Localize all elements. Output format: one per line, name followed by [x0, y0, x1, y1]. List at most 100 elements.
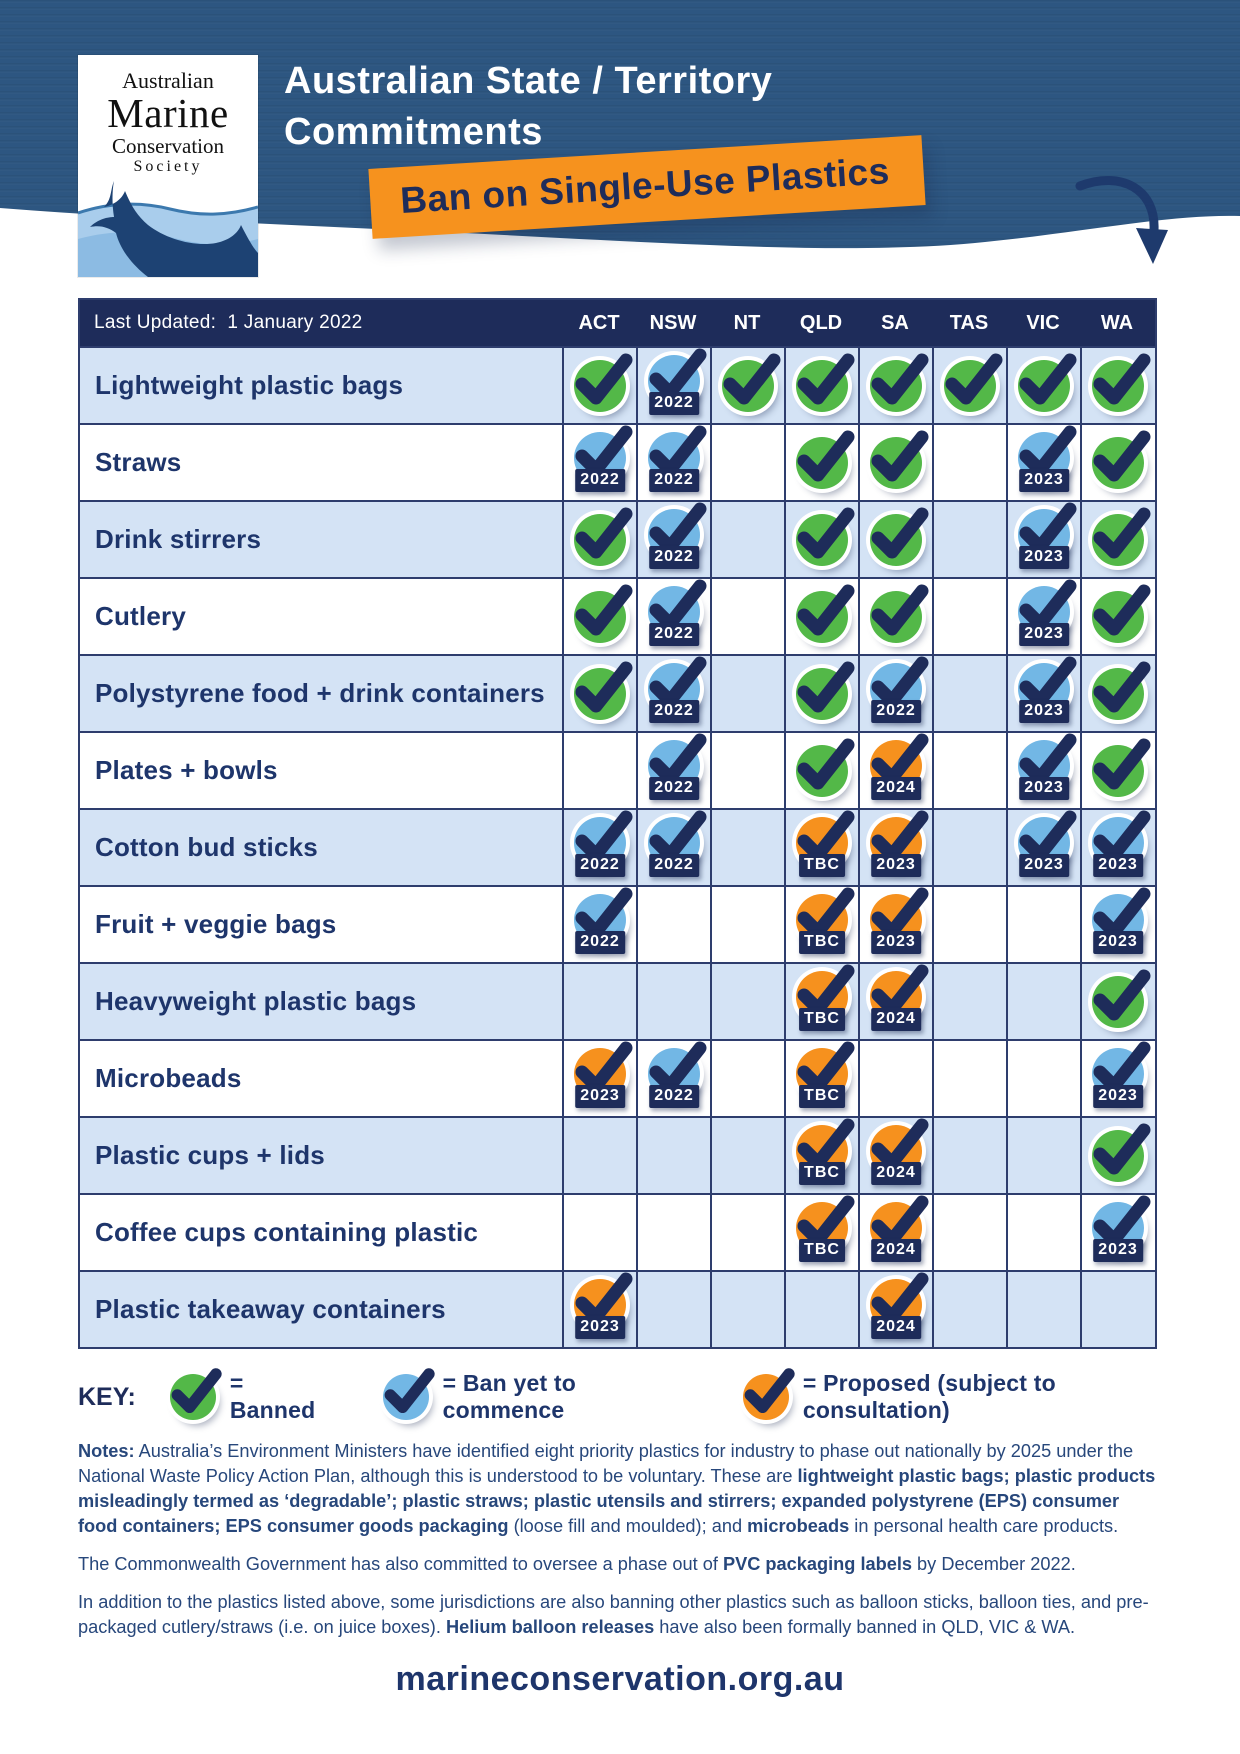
- year-badge: 2023: [575, 1316, 625, 1339]
- note-paragraph: The Commonwealth Government has also com…: [78, 1552, 1158, 1577]
- check-icon: [797, 584, 855, 636]
- note-text-bold: Helium balloon releases: [445, 1616, 655, 1637]
- column-header-sa: SA: [881, 311, 909, 334]
- note-text: by December 2022.: [912, 1553, 1076, 1574]
- table-cell-tas: [932, 964, 1006, 1039]
- table-cell-wa: 2023: [1080, 887, 1154, 962]
- table-cell-nsw: [636, 1118, 710, 1193]
- table-cell-wa: 2023: [1080, 810, 1154, 885]
- year-badge: 2023: [575, 1085, 625, 1108]
- footer-url: marineconservation.org.au: [395, 1659, 845, 1698]
- row-label: Coffee cups containing plastic: [95, 1217, 479, 1247]
- check-icon: [744, 1368, 795, 1414]
- check-icon: [1093, 969, 1151, 1021]
- key-item-banned: = Banned: [169, 1368, 327, 1424]
- table-cell-vic: 2023: [1006, 656, 1080, 731]
- status-icon-banned: [796, 584, 855, 643]
- table-cell-vic: [1006, 1272, 1080, 1347]
- table-row: Straws 2022 2022 2023: [80, 423, 1155, 500]
- table-cell-act: 2022: [562, 887, 636, 962]
- status-icon-banned: [169, 1368, 222, 1420]
- table-row: Cutlery 2022 2023: [80, 577, 1155, 654]
- column-header-nt: NT: [733, 311, 761, 334]
- table-cell-vic: [1006, 348, 1080, 423]
- year-badge: 2023: [1019, 854, 1069, 877]
- status-icon-pending: 2023: [1092, 810, 1151, 877]
- status-icon-pending: 2022: [870, 656, 929, 723]
- table-cell-wa: [1080, 733, 1154, 808]
- table-cell-sa: 2023: [858, 887, 932, 962]
- table-cell-tas: [932, 810, 1006, 885]
- year-badge: 2022: [649, 1085, 699, 1108]
- table-cell-act: [562, 348, 636, 423]
- table-row: Microbeads 2023 2022 TBC 2023: [80, 1039, 1155, 1116]
- table-cell-qld: TBC: [784, 887, 858, 962]
- table-cell-nsw: 2022: [636, 502, 710, 577]
- table-cell-qld: [784, 733, 858, 808]
- status-icon-banned: [1092, 584, 1151, 643]
- table-cell-act: [562, 656, 636, 731]
- year-badge: 2022: [649, 546, 699, 569]
- table-cell-wa: [1080, 348, 1154, 423]
- status-icon-proposed: TBC: [796, 1041, 855, 1108]
- table-cell-nt: [710, 1272, 784, 1347]
- year-badge: 2023: [1019, 623, 1069, 646]
- table-cell-act: 2022: [562, 810, 636, 885]
- table-cell-qld: [784, 1272, 858, 1347]
- status-icon-proposed: TBC: [796, 1195, 855, 1262]
- status-icon-pending: 2022: [648, 733, 707, 800]
- table-row: Plastic takeaway containers 2023 2024: [80, 1270, 1155, 1347]
- table-row: Plastic cups + lids TBC 2024: [80, 1116, 1155, 1193]
- table-cell-act: [562, 1195, 636, 1270]
- year-badge: TBC: [799, 854, 845, 877]
- status-icon-pending: 2023: [1092, 1041, 1151, 1108]
- table-cell-vic: 2023: [1006, 425, 1080, 500]
- table-cell-nt: [710, 502, 784, 577]
- logo-line-society: Society: [133, 158, 203, 176]
- table-cell-wa: 2023: [1080, 1041, 1154, 1116]
- column-header-wa: WA: [1100, 311, 1134, 334]
- table-cell-tas: [932, 887, 1006, 962]
- key-item-label: = Proposed (subject to consultation): [802, 1370, 1056, 1423]
- table-cell-qld: [784, 656, 858, 731]
- status-icon-proposed: 2024: [870, 1272, 929, 1339]
- year-badge: 2024: [871, 777, 921, 800]
- status-icon-pending: 2022: [648, 1041, 707, 1108]
- table-cell-qld: TBC: [784, 810, 858, 885]
- table-cell-nt: [710, 348, 784, 423]
- table-cell-act: [562, 1118, 636, 1193]
- table-cell-sa: 2024: [858, 733, 932, 808]
- row-label: Straws: [95, 447, 182, 477]
- table-cell-qld: TBC: [784, 1118, 858, 1193]
- year-badge: 2022: [575, 469, 625, 492]
- amcs-logo-text: Australian Marine Conservation Society: [78, 55, 258, 176]
- status-icon-banned: [1092, 661, 1151, 720]
- table-cell-tas: [932, 425, 1006, 500]
- check-icon: [871, 353, 929, 405]
- table-cell-nsw: 2022: [636, 348, 710, 423]
- status-icon-banned: [1092, 1123, 1151, 1182]
- table-cell-qld: [784, 425, 858, 500]
- table-cell-tas: [932, 733, 1006, 808]
- column-header-act: ACT: [578, 311, 620, 334]
- check-icon: [575, 353, 633, 405]
- check-icon: [575, 507, 633, 559]
- table-cell-vic: 2023: [1006, 733, 1080, 808]
- status-icon-banned: [574, 661, 633, 720]
- row-label: Plates + bowls: [95, 755, 278, 785]
- table-row: Plates + bowls 2022 2024 2023: [80, 731, 1155, 808]
- whale-icon: [78, 177, 258, 277]
- status-icon-proposed: 2023: [870, 887, 929, 954]
- year-badge: 2022: [649, 854, 699, 877]
- year-badge: 2023: [1093, 854, 1143, 877]
- status-icon-banned: [870, 430, 929, 489]
- status-icon-pending: 2022: [648, 656, 707, 723]
- table-cell-tas: [932, 579, 1006, 654]
- status-icon-pending: 2023: [1018, 733, 1077, 800]
- table-cell-wa: [1080, 502, 1154, 577]
- status-icon-banned: [796, 661, 855, 720]
- table-header-row: Last Updated: 1 January 2022 ACT NSW NT QLD…: [80, 300, 1155, 346]
- year-badge: 2022: [575, 854, 625, 877]
- status-icon-banned: [944, 353, 1003, 412]
- note-text: (loose fill and moulded); and: [508, 1515, 748, 1536]
